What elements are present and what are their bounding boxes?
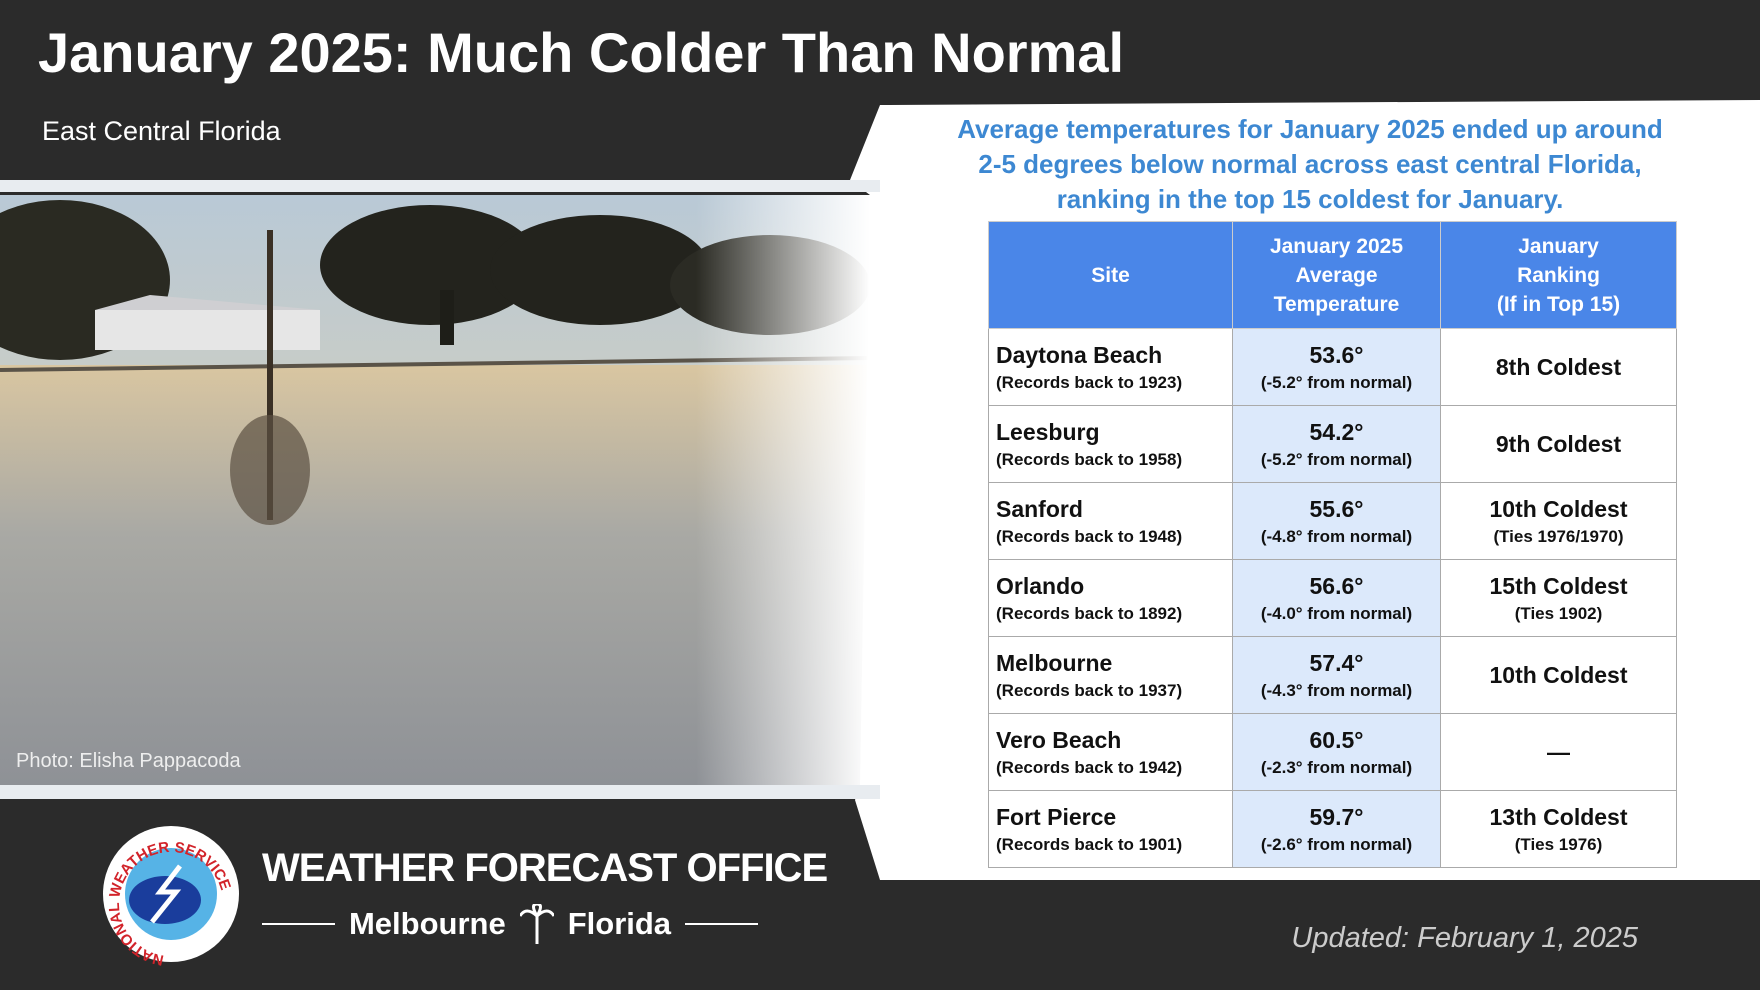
rank-cell: 8th Coldest <box>1440 328 1677 406</box>
column-header-line: Temperature <box>1273 292 1400 316</box>
departure: (-2.6° from normal) <box>1260 834 1413 854</box>
updated-date: Updated: February 1, 2025 <box>1291 922 1638 954</box>
temp-cell: 59.7° (-2.6° from normal) <box>1232 790 1441 868</box>
ranking: 9th Coldest <box>1495 430 1622 457</box>
departure: (-4.8° from normal) <box>1260 526 1413 546</box>
departure: (-5.2° from normal) <box>1260 372 1413 392</box>
summary-line: ranking in the top 15 coldest for Januar… <box>1056 184 1564 214</box>
site-cell: Vero Beach (Records back to 1942) <box>988 713 1233 791</box>
table-row: Leesburg (Records back to 1958) 54.2° (-5.2… <box>988 405 1677 483</box>
summary-line: 2-5 degrees below normal across east cen… <box>978 149 1642 179</box>
records: (Records back to 1892) <box>996 603 1183 623</box>
summary-line: Average temperatures for January 2025 en… <box>957 114 1663 144</box>
records: (Records back to 1958) <box>996 449 1183 469</box>
temp-cell: 60.5° (-2.3° from normal) <box>1232 713 1441 791</box>
temperature: 59.7° <box>1309 803 1364 830</box>
frame-edge <box>0 180 880 192</box>
records: (Records back to 1937) <box>996 680 1183 700</box>
column-header-line: Ranking <box>1517 263 1600 287</box>
column-header-line: Average <box>1295 263 1378 287</box>
site-cell: Leesburg (Records back to 1958) <box>988 405 1233 483</box>
temperature-table: Site January 2025 Average Temperature Januar… <box>988 221 1677 868</box>
ranking: 8th Coldest <box>1495 353 1622 380</box>
rank-cell: 13th Coldest (Ties 1976) <box>1440 790 1677 868</box>
site-cell: Melbourne (Records back to 1937) <box>988 636 1233 714</box>
site-cell: Orlando (Records back to 1892) <box>988 559 1233 637</box>
records: (Records back to 1948) <box>996 526 1183 546</box>
temp-cell: 57.4° (-4.3° from normal) <box>1232 636 1441 714</box>
rank-cell: 10th Coldest <box>1440 636 1677 714</box>
records: (Records back to 1923) <box>996 372 1183 392</box>
ranking-note: (Ties 1976/1970) <box>1493 526 1624 546</box>
records: (Records back to 1942) <box>996 757 1183 777</box>
office-location: Melbourne Florida <box>262 904 759 944</box>
temperature: 55.6° <box>1309 495 1364 522</box>
table-body: Daytona Beach (Records back to 1923) 53.6°… <box>988 328 1677 868</box>
table-row: Sanford (Records back to 1948) 55.6° (-4.8°… <box>988 482 1677 560</box>
temperature: 57.4° <box>1309 649 1364 676</box>
temp-cell: 55.6° (-4.8° from normal) <box>1232 482 1441 560</box>
rule <box>685 923 759 925</box>
temperature: 60.5° <box>1309 726 1364 753</box>
column-header-line: January <box>1518 234 1599 258</box>
records: (Records back to 1901) <box>996 834 1183 854</box>
column-header-line: (If in Top 15) <box>1496 292 1621 316</box>
city: Melbourne <box>348 906 506 941</box>
office-name: WEATHER FORECAST OFFICE <box>262 846 828 890</box>
header-row: Site January 2025 Average Temperature Januar… <box>988 221 1677 329</box>
ranking: — <box>1547 738 1570 765</box>
site-name: Leesburg <box>996 418 1100 445</box>
column-header-line: January 2025 <box>1269 234 1404 258</box>
departure: (-4.0° from normal) <box>1260 603 1413 623</box>
palm-icon <box>519 904 554 944</box>
rule <box>262 923 335 925</box>
column-header-line: Site <box>1091 263 1130 287</box>
temperature: 56.6° <box>1309 572 1364 599</box>
temperature: 54.2° <box>1309 418 1364 445</box>
site-cell: Daytona Beach (Records back to 1923) <box>988 328 1233 406</box>
table-row: Melbourne (Records back to 1937) 57.4° (-4.… <box>988 636 1677 714</box>
rank-cell: 15th Coldest (Ties 1902) <box>1440 559 1677 637</box>
title: January 2025: Much Colder Than Normal <box>38 21 1125 84</box>
summary: Average temperatures for January 2025 en… <box>880 112 1740 217</box>
site-name: Daytona Beach <box>996 341 1163 368</box>
nws-logo: NATIONAL WEATHER SERVICE <box>103 826 239 969</box>
temp-cell: 56.6° (-4.0° from normal) <box>1232 559 1441 637</box>
site-name: Fort Pierce <box>996 803 1117 830</box>
departure: (-5.2° from normal) <box>1260 449 1413 469</box>
temperature: 53.6° <box>1309 341 1364 368</box>
column-header: January Ranking (If in Top 15) <box>1440 221 1677 329</box>
photo <box>0 195 871 785</box>
rank-cell: — <box>1440 713 1677 791</box>
site-name: Sanford <box>996 495 1083 522</box>
temp-cell: 53.6° (-5.2° from normal) <box>1232 328 1441 406</box>
table-row: Daytona Beach (Records back to 1923) 53.6°… <box>988 328 1677 406</box>
ranking: 10th Coldest <box>1489 495 1628 522</box>
subtitle: East Central Florida <box>42 116 281 146</box>
ranking-note: (Ties 1902) <box>1514 603 1603 623</box>
site-cell: Fort Pierce (Records back to 1901) <box>988 790 1233 868</box>
temp-cell: 54.2° (-5.2° from normal) <box>1232 405 1441 483</box>
frame-edge <box>0 785 880 799</box>
rank-cell: 9th Coldest <box>1440 405 1677 483</box>
photo-credit: Photo: Elisha Pappacoda <box>16 750 241 772</box>
site-name: Vero Beach <box>996 726 1122 753</box>
ranking: 13th Coldest <box>1489 803 1628 830</box>
site-name: Melbourne <box>996 649 1113 676</box>
table-row: Vero Beach (Records back to 1942) 60.5° (-2… <box>988 713 1677 791</box>
table-row: Orlando (Records back to 1892) 56.6° (-4.0°… <box>988 559 1677 637</box>
column-header: January 2025 Average Temperature <box>1232 221 1441 329</box>
site-name: Orlando <box>996 572 1085 599</box>
departure: (-4.3° from normal) <box>1260 680 1413 700</box>
ranking-note: (Ties 1976) <box>1514 834 1603 854</box>
state: Florida <box>567 906 672 941</box>
table-row: Fort Pierce (Records back to 1901) 59.7° (-… <box>988 790 1677 868</box>
ranking: 15th Coldest <box>1489 572 1628 599</box>
rank-cell: 10th Coldest (Ties 1976/1970) <box>1440 482 1677 560</box>
column-header: Site <box>988 221 1233 329</box>
ranking: 10th Coldest <box>1489 661 1628 688</box>
departure: (-2.3° from normal) <box>1260 757 1413 777</box>
site-cell: Sanford (Records back to 1948) <box>988 482 1233 560</box>
